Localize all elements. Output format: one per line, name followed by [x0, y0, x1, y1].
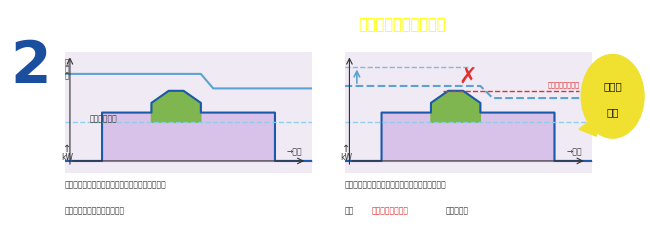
Text: となります: となります	[445, 206, 469, 215]
Text: して基本料金が削減できます: して基本料金が削減できます	[65, 206, 125, 215]
Text: →時刻: →時刻	[566, 147, 582, 156]
Text: ✗: ✗	[459, 66, 477, 86]
Polygon shape	[431, 91, 480, 122]
Text: ココが: ココが	[603, 81, 622, 91]
Text: 2: 2	[10, 38, 51, 95]
Text: →時刻: →時刻	[287, 147, 302, 156]
Text: kW: kW	[61, 153, 73, 162]
Circle shape	[581, 55, 644, 138]
Text: 買電しきい値: 買電しきい値	[90, 114, 118, 123]
Polygon shape	[151, 91, 201, 122]
Polygon shape	[579, 112, 601, 136]
Text: デマンドオーバー: デマンドオーバー	[547, 82, 579, 88]
Text: デマンドオーバー: デマンドオーバー	[372, 206, 409, 215]
Text: ピークカット放電による: ピークカット放電による	[73, 17, 170, 32]
Text: 充
電
率: 充 電 率	[65, 58, 69, 79]
Text: kW: kW	[341, 153, 352, 162]
Text: ↑: ↑	[343, 144, 350, 154]
Text: ただし蓄電池が事前に充電されていないと充電不: ただし蓄電池が事前に充電されていないと充電不	[344, 180, 447, 189]
Text: 足で: 足で	[344, 206, 354, 215]
Text: 効果: 効果	[617, 17, 634, 32]
Text: ↑: ↑	[63, 144, 71, 154]
Text: 蓄電池があれば雨天や夜間でもピークカット放電: 蓄電池があれば雨天や夜間でもピークカット放電	[65, 180, 167, 189]
Text: 課題: 課題	[606, 107, 619, 117]
Text: 「電気基本料金削減」: 「電気基本料金削減」	[358, 17, 446, 32]
